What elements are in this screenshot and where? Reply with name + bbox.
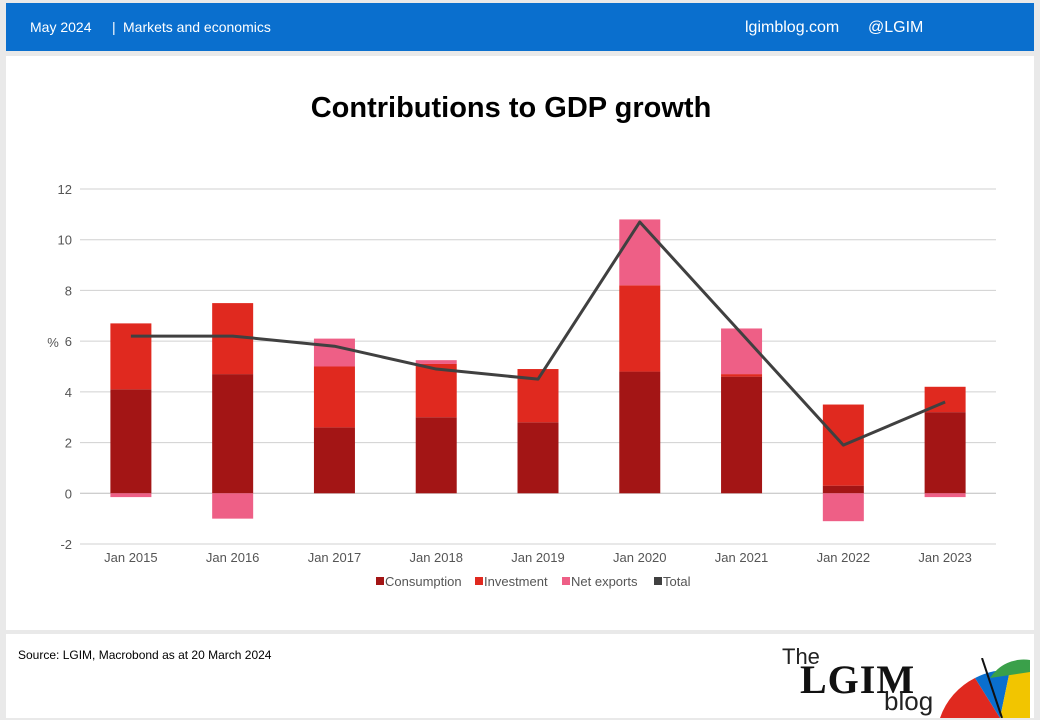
x-tick-label: Jan 2020 [613, 550, 667, 565]
x-tick-label: Jan 2023 [918, 550, 972, 565]
legend-swatch [376, 577, 384, 585]
source-note: Source: LGIM, Macrobond as at 20 March 2… [18, 648, 272, 662]
bar-consumption [619, 371, 661, 494]
bar-net-exports [110, 493, 152, 498]
header-twitter-handle-link[interactable]: @LGIM [868, 19, 924, 36]
x-tick-label: Jan 2022 [817, 550, 871, 565]
bar-consumption [924, 412, 966, 494]
bar-investment [619, 285, 661, 372]
bar-investment [313, 366, 355, 428]
y-tick-label: 10 [58, 233, 72, 248]
bar-net-exports [313, 338, 355, 367]
logo-text-the: The [782, 644, 820, 669]
gdp-contributions-chart: -2 0 2 4 6 8 10 12% Jan 2015 Jan 2016 Jan 2017 Jan … [47, 182, 996, 589]
bar-net-exports [212, 493, 254, 519]
bar-consumption [415, 417, 457, 494]
x-tick-label: Jan 2018 [409, 550, 463, 565]
y-tick-label: 6 [65, 334, 72, 349]
y-axis-label: % [47, 335, 59, 350]
header-separator: | [112, 19, 116, 35]
logo-text-lgim: LGIM [800, 657, 916, 702]
header-bar: May 2024 | Markets and economics lgimblo… [6, 3, 1034, 51]
y-tick-label: 12 [58, 182, 72, 197]
x-tick-label: Jan 2019 [511, 550, 565, 565]
bar-consumption [517, 422, 559, 494]
legend-label: Net exports [571, 574, 638, 589]
legend-label: Investment [484, 574, 548, 589]
chart-card: Contributions to GDP growth -2 0 2 4 6 8 10 12%… [6, 56, 1034, 630]
x-tick-label: Jan 2017 [308, 550, 362, 565]
y-tick-label: -2 [60, 537, 72, 552]
bar-consumption [822, 485, 864, 494]
legend-swatch [654, 577, 662, 585]
bar-net-exports [721, 328, 763, 375]
footer: Source: LGIM, Macrobond as at 20 March 2… [6, 634, 1034, 718]
logo-text-blog: blog [884, 686, 934, 716]
bar-investment [721, 374, 763, 377]
bar-investment [415, 363, 457, 418]
umbrella-icon [940, 658, 1030, 718]
total-line [130, 220, 946, 447]
bar-net-exports [619, 219, 661, 286]
bar-consumption [110, 389, 152, 494]
legend-label: Total [663, 574, 691, 589]
x-tick-label: Jan 2015 [104, 550, 158, 565]
bar-consumption [212, 374, 254, 494]
legend-label: Consumption [385, 574, 462, 589]
bar-consumption [313, 427, 355, 494]
bar-investment [110, 323, 152, 390]
bar-net-exports [924, 493, 966, 498]
lgim-blog-logo: The LGIM blog [780, 638, 1030, 718]
y-tick-label: 2 [65, 436, 72, 451]
legend-swatch [562, 577, 570, 585]
x-tick-label: Jan 2016 [206, 550, 260, 565]
chart-title: Contributions to GDP growth [310, 92, 712, 124]
y-tick-label: 4 [65, 385, 72, 400]
header-site-link[interactable]: lgimblog.com [745, 19, 840, 36]
bar-net-exports [415, 360, 457, 364]
legend-swatch [475, 577, 483, 585]
y-tick-label: 0 [65, 486, 72, 501]
x-tick-label: Jan 2021 [715, 550, 769, 565]
header-section-link[interactable]: Markets and economics [123, 19, 271, 35]
header-date: May 2024 [30, 19, 92, 35]
y-tick-label: 8 [65, 283, 72, 298]
bar-consumption [721, 376, 763, 494]
bar-net-exports [822, 493, 864, 522]
